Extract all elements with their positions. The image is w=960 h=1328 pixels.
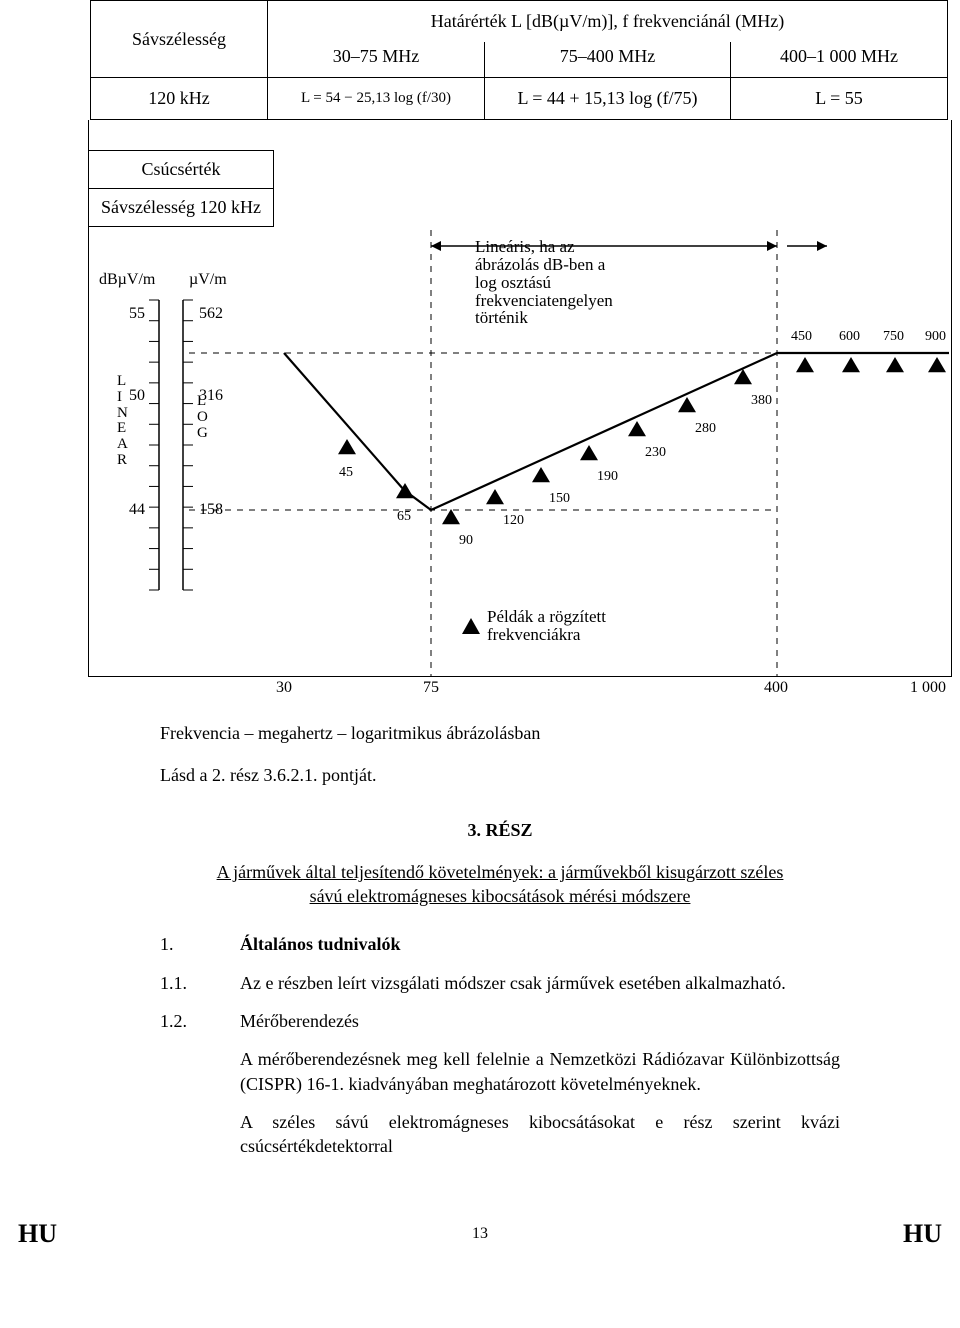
cell-formula-1: L = 54 − 25,13 log (f/30) [268,78,485,120]
part-number: 3. RÉSZ [160,818,840,842]
mk-900: 900 [925,330,946,345]
cell-formula-2: L = 44 + 15,13 log (f/75) [485,78,731,120]
document-body: Frekvencia – megahertz – logaritmikus áb… [160,721,840,1159]
sec-1-2-p1: A mérőberendezésnek meg kell felelnie a … [240,1047,840,1096]
svg-text:65: 65 [397,509,411,524]
mk-750: 750 [883,330,904,345]
sec-1-title: Általános tudnivalók [240,932,840,956]
note-fixed-freq: Példák a rögzített frekvenciákra [487,608,606,644]
sec-1-1-num: 1.1. [160,971,240,995]
col-30-75: 30–75 MHz [268,42,485,78]
chart-caption: Frekvencia – megahertz – logaritmikus áb… [160,721,840,745]
limits-header: Határérték L [dB(µV/m)], f frekvenciánál… [268,1,948,43]
ytick-158: 158 [199,502,223,519]
x-30: 30 [276,679,292,697]
svg-text:150: 150 [549,491,570,506]
xaxis-labels: 30 75 400 1 000 [88,677,950,701]
col-400-1000: 400–1 000 MHz [731,42,948,78]
footer-hu-right: HU [903,1219,942,1249]
page-number: 13 [0,1225,960,1243]
yaxis-db-label: dBµV/m [99,272,155,289]
sec-1-2-p2: A széles sávú elektromágneses kibocsátás… [240,1110,840,1159]
note-linear: Lineáris, ha az ábrázolás dB-ben a log o… [475,238,613,327]
emission-chart: Csúcsérték Sávszélesség 120 kHz 45659012… [88,120,952,677]
x-400: 400 [764,679,788,697]
see-ref: Lásd a 2. rész 3.6.2.1. pontját. [160,763,840,787]
x-75: 75 [423,679,439,697]
ytick-562: 562 [199,306,223,323]
linear-letters: L I N E A R [117,374,128,469]
cell-formula-3: L = 55 [731,78,948,120]
sec-1-1-text: Az e részben leírt vizsgálati módszer cs… [240,971,840,995]
row-120khz: 120 kHz [91,78,268,120]
ytick-44: 44 [129,502,145,519]
mk-600: 600 [839,330,860,345]
limits-table: Sávszélesség Határérték L [dB(µV/m)], f … [90,0,948,120]
svg-text:280: 280 [695,421,716,436]
svg-text:120: 120 [503,513,524,528]
part-title: A járművek által teljesítendő követelmén… [200,860,800,909]
svg-text:90: 90 [459,533,473,548]
yaxis-uv-label: µV/m [189,272,227,289]
svg-text:45: 45 [339,465,353,480]
ytick-316: 316 [199,388,223,405]
sec-1-2-num: 1.2. [160,1009,240,1033]
sec-1-2-title: Mérőberendezés [240,1009,840,1033]
svg-text:380: 380 [751,393,772,408]
sec-1-num: 1. [160,932,240,956]
col-75-400: 75–400 MHz [485,42,731,78]
ytick-55: 55 [129,306,145,323]
page-footer: HU 13 HU [0,1219,960,1259]
bandwidth-header: Sávszélesség [91,1,268,78]
svg-text:190: 190 [597,469,618,484]
x-1000: 1 000 [910,679,946,697]
ytick-50: 50 [129,388,145,405]
svg-text:230: 230 [645,445,666,460]
mk-450: 450 [791,330,812,345]
